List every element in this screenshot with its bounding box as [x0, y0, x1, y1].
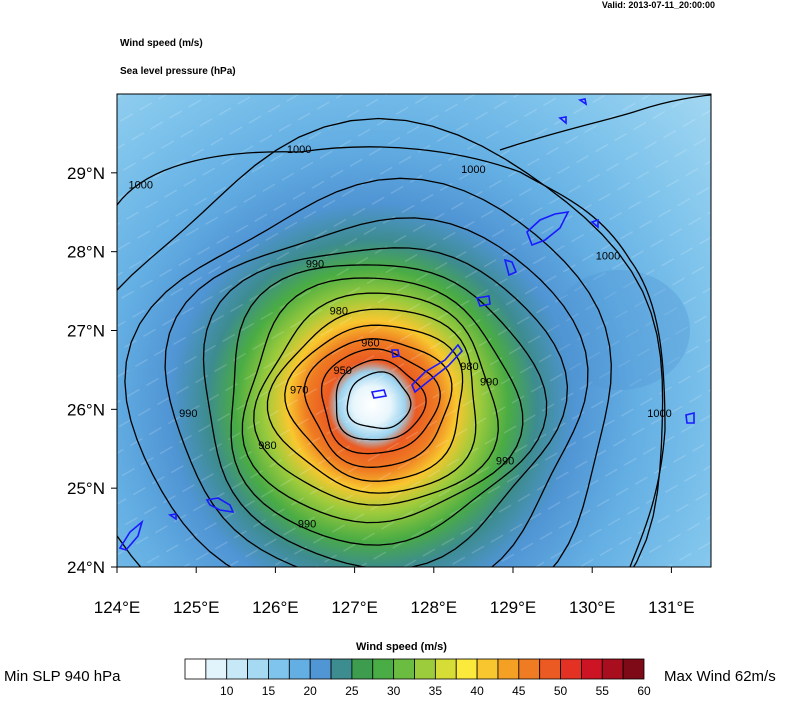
- colorbar-label: 55: [596, 684, 610, 698]
- isobar-label: 950: [334, 365, 352, 377]
- isobar-label: 980: [330, 306, 348, 318]
- colorbar-swatch: [601, 658, 624, 680]
- isobar-label: 1000: [287, 144, 311, 156]
- isobar-label: 1000: [461, 164, 485, 176]
- isobar-contour: [241, 277, 524, 524]
- colorbar-swatch: [560, 658, 582, 680]
- isobar-contour: [230, 264, 548, 546]
- colorbar-title: Wind speed (m/s): [356, 641, 447, 653]
- lon-tick-label: 124°E: [94, 598, 141, 617]
- isobar-label: 980: [258, 440, 276, 452]
- lat-tick-label: 29°N: [67, 164, 105, 183]
- isobar-contour: [253, 292, 499, 506]
- lat-tick-label: 24°N: [67, 558, 105, 577]
- isobar-label: 980: [460, 361, 478, 373]
- lat-tick-label: 28°N: [67, 243, 105, 262]
- lon-tick-label: 130°E: [569, 598, 616, 617]
- colorbar-label: 60: [637, 684, 651, 698]
- isobar-labels: 1000100010001000100099099099099099098098…: [129, 144, 672, 530]
- isobar-contour: [164, 217, 589, 567]
- isobar-contour: [320, 348, 441, 455]
- colorbar-label: 50: [554, 684, 568, 698]
- isobar-contour: [303, 338, 453, 468]
- max-wind-text: Max Wind 62m/s: [664, 668, 776, 685]
- isobar-1000: [117, 146, 666, 567]
- colorbar-swatch: [539, 658, 561, 680]
- wind-speed-title: Wind speed (m/s): [120, 38, 203, 49]
- colorbar-swatch: [476, 658, 499, 680]
- colorbar-swatch: [226, 658, 248, 680]
- colorbar-swatch: [205, 658, 228, 680]
- isobar-contour: [335, 358, 427, 441]
- lon-tick-label: 129°E: [490, 598, 537, 617]
- colorbar-label: 10: [220, 684, 234, 698]
- colorbar-label: 25: [345, 684, 359, 698]
- lon-tick-label: 128°E: [411, 598, 458, 617]
- isobar-contour: [117, 117, 664, 567]
- isobar-label: 990: [496, 456, 514, 468]
- lon-tick-label: 131°E: [648, 598, 695, 617]
- lat-tick-label: 25°N: [67, 479, 105, 498]
- colorbar-swatch: [309, 658, 332, 680]
- colorbar-swatch: [393, 658, 415, 680]
- valid-time: Valid: 2013-07-11_20:00:00: [601, 0, 715, 10]
- coastlines: [118, 98, 695, 551]
- isobar-label: 970: [290, 385, 308, 397]
- isobar-label: 990: [306, 258, 324, 270]
- isobar-contour: [284, 324, 464, 482]
- colorbar-swatch: [372, 658, 395, 680]
- lon-tick-label: 126°E: [252, 598, 299, 617]
- colorbar-swatch: [268, 658, 290, 680]
- latitude-axis: 24°N 25°N 26°N 27°N 28°N 29°N: [67, 164, 117, 577]
- colorbar-swatch: [184, 658, 207, 680]
- colorbar-label: 35: [429, 684, 443, 698]
- sea-level-pressure-title: Sea level pressure (hPa): [120, 66, 236, 77]
- colorbar-label: 20: [304, 684, 318, 698]
- colorbar-swatch: [288, 658, 311, 680]
- isobar-contour: [346, 371, 412, 430]
- isobar-1000-ne: [499, 94, 711, 151]
- colorbar-swatch: [518, 658, 541, 680]
- colorbar-swatch: [497, 658, 520, 680]
- min-slp-text: Min SLP 940 hPa: [4, 668, 121, 685]
- lon-tick-label: 125°E: [173, 598, 220, 617]
- isobar-label: 1000: [647, 408, 671, 420]
- colorbar-label: 40: [470, 684, 484, 698]
- lat-tick-label: 27°N: [67, 322, 105, 341]
- isobar-label: 1000: [129, 180, 153, 192]
- colorbar-swatch: [414, 658, 436, 680]
- isobar-label: 990: [480, 377, 498, 389]
- colorbar-label: 15: [262, 684, 276, 698]
- colorbar-swatch: [434, 658, 457, 680]
- colorbar-swatch: [351, 658, 374, 680]
- longitude-axis: 124°E 125°E 126°E 127°E 128°E 129°E 130°E 131°E: [94, 567, 695, 617]
- isobar-label: 960: [361, 337, 379, 349]
- lon-tick-label: 127°E: [331, 598, 378, 617]
- colorbar-swatch: [330, 658, 353, 680]
- wind-patch: [550, 270, 690, 390]
- lat-tick-label: 26°N: [67, 400, 105, 419]
- isobar-label: 1000: [596, 251, 620, 263]
- colorbar-label: 45: [512, 684, 526, 698]
- isobar-label: 990: [298, 519, 316, 531]
- colorbar-swatch: [581, 658, 603, 680]
- isobar-contour: [202, 247, 569, 567]
- colorbar-swatch: [622, 658, 645, 680]
- isobar-label: 990: [179, 408, 197, 420]
- colorbar-swatch: [455, 658, 478, 680]
- isobar-contour: [124, 177, 612, 567]
- isobars: [117, 94, 711, 567]
- colorbar-swatch: [247, 658, 269, 680]
- colorbar-label: 30: [387, 684, 401, 698]
- isobar-contour: [266, 308, 477, 494]
